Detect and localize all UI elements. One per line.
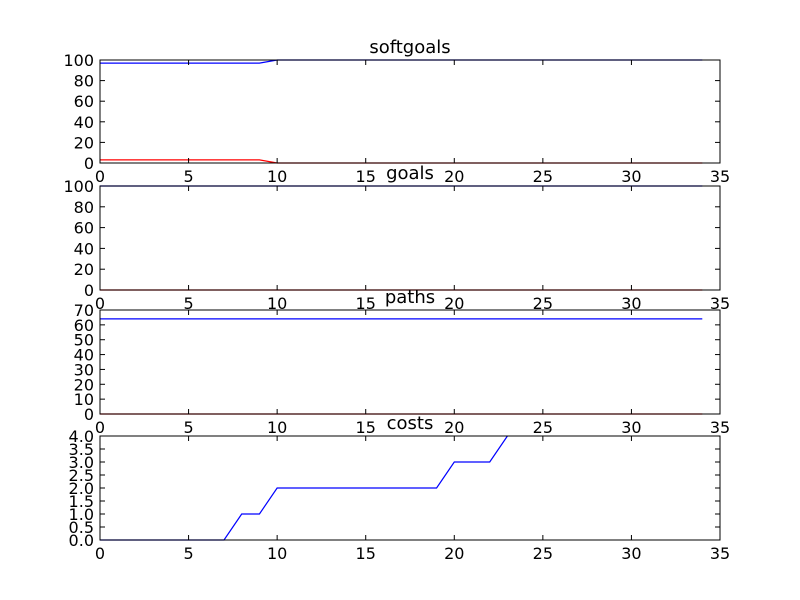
subplot-costs: 0 5 10 15 20 25 30 35 0.00.51.01.52.02.53.03.54.…	[69, 413, 731, 563]
x-tick-label: 10	[267, 167, 287, 186]
axes-frame	[99, 59, 721, 164]
subplot-title: paths	[385, 287, 435, 308]
x-tick-label: 25	[533, 167, 553, 186]
x-tick-label: 5	[183, 418, 193, 437]
y-tick-label: 10	[74, 390, 94, 409]
x-tick-label: 35	[710, 418, 730, 437]
x-tick-label: 0	[95, 544, 105, 563]
y-tick-label: 1.5	[69, 492, 94, 511]
x-tick-label: 0	[95, 167, 105, 186]
y-tick-label: 40	[74, 346, 94, 365]
subplot-title: costs	[387, 413, 434, 434]
x-tick-label: 20	[444, 418, 464, 437]
y-tick-label: 100	[63, 51, 94, 70]
x-tick-label: 30	[621, 418, 641, 437]
x-tick-label: 25	[533, 294, 553, 313]
y-tick-label: 20	[74, 375, 94, 394]
y-tick-label: 1.0	[69, 505, 94, 524]
y-tick-label: 0.0	[69, 531, 94, 550]
x-tick-label: 25	[533, 544, 553, 563]
x-tick-label: 35	[710, 167, 730, 186]
x-tick-label: 20	[444, 167, 464, 186]
y-tick-label: 2.0	[69, 479, 94, 498]
y-tick-label: 0	[84, 405, 94, 424]
series-line-1	[100, 435, 508, 541]
x-tick-label: 30	[621, 167, 641, 186]
subplot-title: softgoals	[369, 37, 450, 58]
y-tick-label: 80	[74, 72, 94, 91]
x-tick-label: 0	[95, 294, 105, 313]
y-tick-label: 4.0	[69, 427, 94, 446]
y-tick-label: 20	[74, 133, 94, 152]
y-tick-label: 30	[74, 360, 94, 379]
x-tick-label: 10	[267, 418, 287, 437]
x-tick-label: 15	[356, 418, 376, 437]
y-tick-label: 60	[74, 316, 94, 335]
x-tick-label: 15	[356, 544, 376, 563]
x-tick-label: 5	[183, 167, 193, 186]
subplot-title: goals	[386, 163, 434, 184]
y-tick-label: 60	[74, 219, 94, 238]
x-tick-label: 10	[267, 544, 287, 563]
x-tick-label: 35	[710, 294, 730, 313]
y-tick-label: 3.5	[69, 440, 94, 459]
y-tick-label: 50	[74, 331, 94, 350]
y-tick-label: 70	[74, 301, 94, 320]
y-tick-label: 0.5	[69, 518, 94, 537]
y-tick-label: 2.5	[69, 466, 94, 485]
x-tick-label: 15	[356, 294, 376, 313]
x-tick-label: 5	[183, 294, 193, 313]
x-tick-label: 15	[356, 167, 376, 186]
x-tick-label: 20	[444, 294, 464, 313]
x-tick-label: 30	[621, 294, 641, 313]
x-tick-label: 0	[95, 418, 105, 437]
y-tick-label: 0	[84, 154, 94, 173]
axes-frame	[99, 309, 721, 415]
y-tick-label: 60	[74, 92, 94, 111]
y-tick-label: 0	[84, 281, 94, 300]
x-tick-label: 20	[444, 544, 464, 563]
y-tick-label: 40	[74, 113, 94, 132]
y-tick-label: 3.0	[69, 453, 94, 472]
x-tick-label: 10	[267, 294, 287, 313]
x-tick-label: 30	[621, 544, 641, 563]
x-tick-label: 35	[710, 544, 730, 563]
axes-frame	[99, 185, 721, 291]
x-tick-label: 25	[533, 418, 553, 437]
y-tick-label: 80	[74, 198, 94, 217]
x-tick-label: 5	[183, 544, 193, 563]
y-tick-label: 40	[74, 239, 94, 258]
y-tick-label: 100	[63, 177, 94, 196]
y-tick-label: 20	[74, 260, 94, 279]
